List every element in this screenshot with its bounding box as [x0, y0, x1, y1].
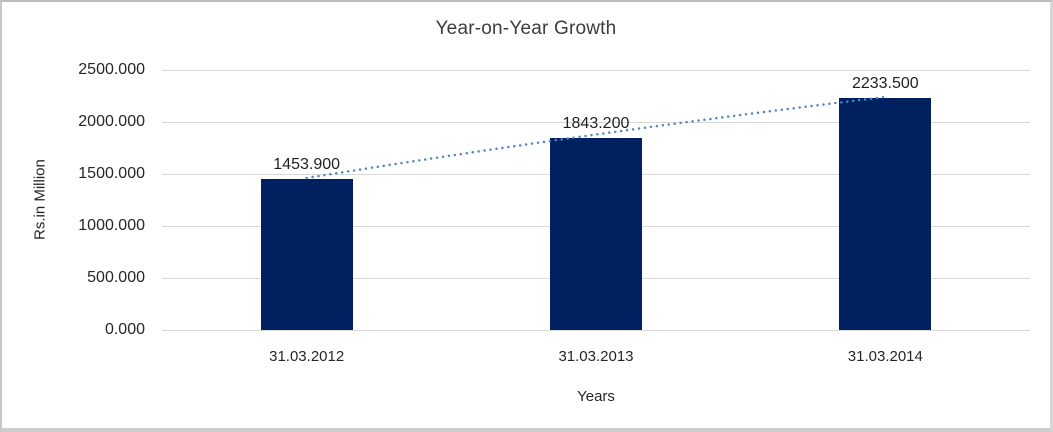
bar: [839, 98, 932, 330]
bar-value-labels: 1453.900 1843.200 2233.500: [162, 70, 1030, 330]
gridline: [162, 330, 1030, 331]
bar: [260, 179, 353, 330]
bar: [550, 138, 642, 330]
y-axis-tick-label: 1500.000: [78, 165, 145, 182]
x-axis-tick-label: 31.03.2013: [558, 348, 634, 365]
y-axis-tick-label: 500.000: [87, 269, 145, 286]
plot-area: 1453.900 1843.200 2233.500: [162, 70, 1030, 331]
x-axis-title: Years: [577, 388, 615, 405]
y-axis-tick-label: 2000.000: [78, 113, 145, 130]
x-axis-tick-label: 31.03.2012: [269, 348, 345, 365]
bar-value-label: 2233.500: [851, 75, 919, 92]
y-axis-tick-label: 0.000: [104, 321, 145, 338]
chart-title: Year-on-Year Growth: [435, 18, 617, 39]
bar-value-label: 1843.200: [562, 115, 630, 132]
x-axis-tick-labels: 31.03.2012 31.03.2013 31.03.2014: [162, 348, 1030, 368]
y-axis-tick-label: 2500.000: [78, 61, 145, 78]
x-axis-tick-label: 31.03.2014: [847, 348, 923, 365]
bar-value-label: 1453.900: [273, 156, 341, 173]
gridline: [162, 70, 1030, 71]
gridline: [162, 122, 1030, 123]
bars-layer: [162, 70, 1030, 330]
y-axis-tick-label: 1000.000: [78, 217, 145, 234]
